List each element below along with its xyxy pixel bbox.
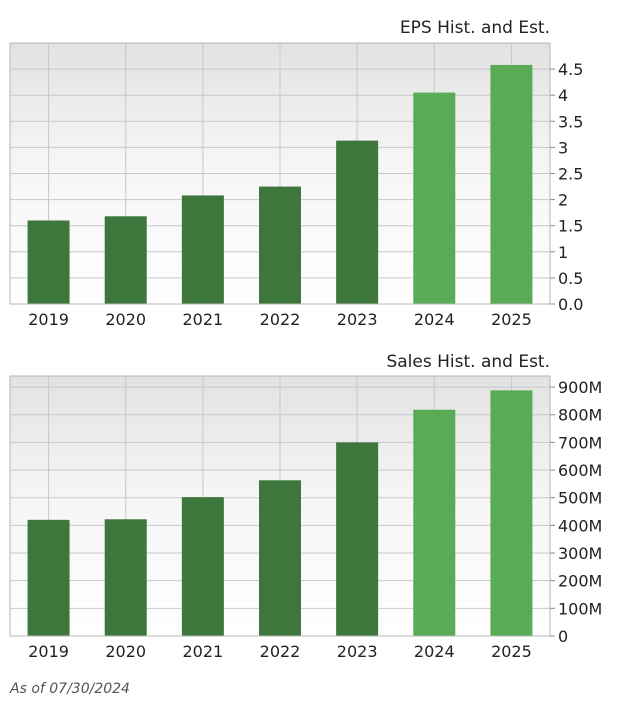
eps-chart: EPS Hist. and Est. 0.0 0.5 1 1.5 2 2.5 3 3.5 4 4.5… xyxy=(9,18,583,329)
eps-bar-2019 xyxy=(27,220,70,304)
eps-bar-2022 xyxy=(259,186,301,304)
eps-x-label-2020: 2020 xyxy=(105,310,146,329)
sales-chart: Sales Hist. and Est. 0 100M 200M 300M 400M 500… xyxy=(9,352,602,661)
sales-y-tick-label: 0 xyxy=(558,627,568,646)
eps-x-label-2021: 2021 xyxy=(182,310,223,329)
sales-bar-2020 xyxy=(104,519,147,636)
eps-plot-frame xyxy=(9,42,551,305)
eps-y-tick-label: 4 xyxy=(558,86,568,105)
sales-y-tick-label: 200M xyxy=(558,572,602,591)
sales-y-tick-label: 800M xyxy=(558,406,602,425)
sales-y-tick-label: 900M xyxy=(558,378,602,397)
eps-bar-2025 xyxy=(490,64,533,304)
eps-y-tick-label: 2.5 xyxy=(558,165,583,184)
eps-y-tick-label: 0.0 xyxy=(558,295,583,314)
eps-y-tick-label: 0.5 xyxy=(558,269,583,288)
sales-x-label-2020: 2020 xyxy=(105,642,146,661)
sales-bar-2022 xyxy=(259,480,301,636)
eps-x-label-2022: 2022 xyxy=(260,310,301,329)
eps-x-label-2025: 2025 xyxy=(491,310,532,329)
sales-x-label-2019: 2019 xyxy=(28,642,69,661)
sales-y-tick-label: 500M xyxy=(558,489,602,508)
sales-bar-2024 xyxy=(413,409,456,636)
eps-y-tick-label: 3.5 xyxy=(558,112,583,131)
sales-y-tick-label: 600M xyxy=(558,461,602,480)
sales-plot-frame xyxy=(9,375,551,637)
sales-bar-2021 xyxy=(181,497,224,636)
sales-bar-2025 xyxy=(490,390,533,636)
sales-bar-2023 xyxy=(336,442,379,636)
eps-x-label-2023: 2023 xyxy=(337,310,378,329)
eps-y-tick-label: 4.5 xyxy=(558,60,583,79)
eps-y-tick-label: 1 xyxy=(558,243,568,262)
sales-chart-title: Sales Hist. and Est. xyxy=(386,352,550,372)
sales-y-tick-label: 400M xyxy=(558,516,602,535)
sales-x-label-2022: 2022 xyxy=(260,642,301,661)
eps-bar-2021 xyxy=(181,195,224,304)
eps-y-tick-label: 1.5 xyxy=(558,217,583,236)
eps-y-tick-label: 3 xyxy=(558,138,568,157)
sales-y-tick-label: 100M xyxy=(558,599,602,618)
sales-bar-2019 xyxy=(27,519,70,636)
eps-y-tick-label: 2 xyxy=(558,191,568,210)
as-of-date: As of 07/30/2024 xyxy=(10,681,130,697)
sales-y-tick-label: 300M xyxy=(558,544,602,563)
sales-x-label-2021: 2021 xyxy=(182,642,223,661)
sales-y-tick-label: 700M xyxy=(558,433,602,452)
eps-chart-title: EPS Hist. and Est. xyxy=(400,18,550,38)
sales-x-label-2024: 2024 xyxy=(414,642,455,661)
eps-x-label-2024: 2024 xyxy=(414,310,455,329)
eps-x-label-2019: 2019 xyxy=(28,310,69,329)
eps-bar-2023 xyxy=(336,140,379,304)
sales-x-label-2025: 2025 xyxy=(491,642,532,661)
eps-bar-2024 xyxy=(413,92,456,304)
sales-x-label-2023: 2023 xyxy=(337,642,378,661)
eps-bar-2020 xyxy=(104,216,147,304)
